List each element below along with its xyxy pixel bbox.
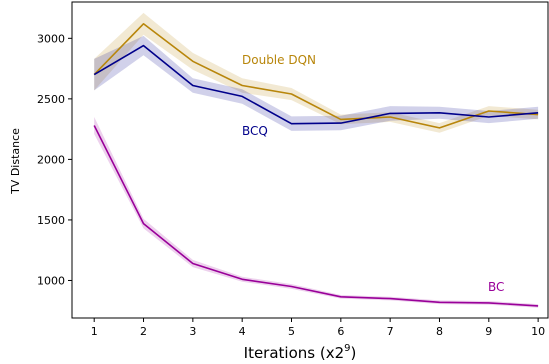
- y-tick-label: 2500: [37, 93, 65, 106]
- x-tick-label: 9: [485, 325, 492, 338]
- series-lines: [93, 22, 539, 307]
- y-tick-label: 1000: [37, 274, 65, 287]
- x-axis-title-text: Iterations (x2: [244, 344, 344, 362]
- bcq-confidence-band: [94, 35, 539, 131]
- double-dqn-confidence-band: [94, 12, 539, 133]
- plot-frame: [71, 1, 549, 319]
- y-tick-label: 3000: [37, 32, 65, 45]
- bcq-label: BCQ: [242, 124, 268, 138]
- x-tick-label: 1: [91, 325, 98, 338]
- bc-label: BC: [488, 280, 504, 294]
- confidence-bands: [94, 12, 539, 308]
- x-tick-label: 7: [387, 325, 394, 338]
- double-dqn-label: Double DQN: [242, 53, 316, 67]
- y-tick-label: 2000: [37, 153, 65, 166]
- x-tick-label: 6: [337, 325, 344, 338]
- y-axis-title: TV Distance: [9, 128, 22, 195]
- bc-line: [93, 125, 539, 307]
- x-axis-ticks: 1 2 3 4 5 6 7 8 9 10: [91, 318, 545, 338]
- y-axis-ticks: 1000 1500 2000 2500 3000: [37, 32, 72, 287]
- series-labels: Double DQN BCQ BC: [242, 53, 504, 294]
- x-axis-title: Iterations (x29): [244, 343, 357, 362]
- x-tick-label: 4: [239, 325, 246, 338]
- x-tick-label: 2: [140, 325, 147, 338]
- y-tick-label: 1500: [37, 214, 65, 227]
- x-axis-title-superscript: 9: [344, 343, 350, 354]
- x-tick-label: 5: [288, 325, 295, 338]
- x-tick-label: 3: [189, 325, 196, 338]
- x-axis-title-suffix: ): [351, 344, 357, 362]
- double-dqn-line: [93, 22, 539, 129]
- bc-confidence-band: [94, 117, 539, 308]
- x-tick-label: 8: [436, 325, 443, 338]
- x-tick-label: 10: [531, 325, 545, 338]
- bcq-line: [93, 44, 539, 125]
